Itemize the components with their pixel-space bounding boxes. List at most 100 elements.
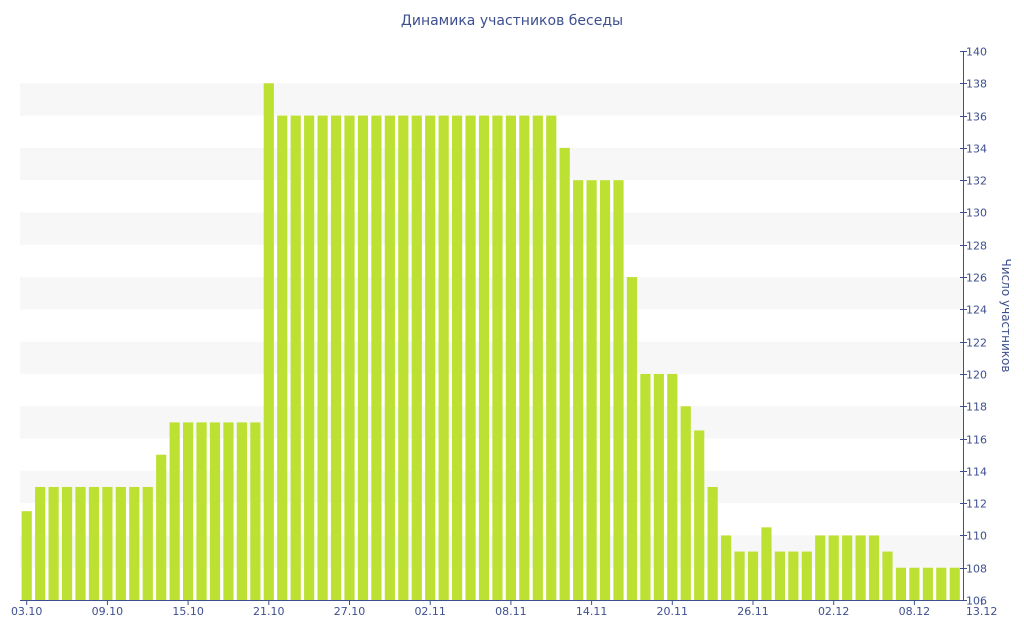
y-tick-label: 122 — [966, 337, 987, 350]
bar — [519, 115, 530, 600]
bar — [411, 115, 422, 600]
bar — [357, 115, 369, 600]
y-tick-label: 138 — [966, 78, 987, 91]
bar — [344, 115, 355, 600]
bar — [774, 551, 785, 600]
x-tick-label: 02.11 — [414, 605, 446, 618]
bar — [75, 486, 86, 600]
x-tick-label: 08.11 — [495, 605, 527, 618]
y-tick-label: 118 — [966, 401, 987, 414]
bar — [505, 115, 516, 600]
bar — [667, 373, 678, 600]
bar — [48, 486, 59, 600]
y-tick-label: 124 — [966, 304, 987, 317]
bar — [788, 551, 799, 600]
bar — [223, 422, 234, 600]
bar — [61, 486, 73, 600]
y-tick-label: 132 — [966, 175, 987, 188]
bar — [156, 454, 167, 600]
bar — [842, 535, 853, 600]
bar — [142, 486, 153, 600]
x-tick-label: 09.10 — [92, 605, 124, 618]
bar — [438, 115, 449, 600]
bar — [761, 527, 772, 600]
chart-title: Динамика участников беседы — [400, 13, 624, 29]
bar — [88, 486, 100, 600]
x-tick-label: 13.12 — [966, 605, 998, 618]
bar — [882, 551, 893, 600]
grid-band — [20, 212, 963, 245]
bar — [599, 180, 611, 600]
bar — [559, 147, 570, 600]
y-tick-label: 120 — [966, 369, 987, 382]
bar — [304, 115, 315, 600]
bar — [734, 551, 745, 600]
bar — [613, 180, 624, 600]
bar-series — [21, 83, 960, 601]
bar — [936, 567, 947, 600]
bar — [398, 115, 409, 600]
bar — [586, 180, 597, 600]
x-tick-label: 20.11 — [657, 605, 689, 618]
bar — [815, 535, 826, 600]
bar — [626, 277, 638, 600]
bar — [236, 422, 247, 600]
bar — [532, 115, 543, 600]
bar — [21, 511, 32, 600]
bar — [680, 406, 691, 600]
bar — [868, 535, 880, 600]
bar — [922, 567, 933, 600]
y-tick-label: 130 — [966, 207, 987, 220]
grid-band — [20, 277, 963, 310]
bar — [747, 551, 759, 600]
y-tick-label: 112 — [966, 498, 987, 511]
bar — [263, 83, 274, 601]
bar — [573, 180, 584, 600]
bar — [371, 115, 382, 600]
bar — [828, 535, 839, 600]
y-tick-label: 140 — [966, 46, 987, 59]
bar — [102, 486, 113, 600]
bar — [694, 430, 705, 600]
x-tick-label: 02.12 — [818, 605, 850, 618]
bar — [317, 115, 328, 600]
y-tick-label: 126 — [966, 272, 987, 285]
x-tick-label: 26.11 — [737, 605, 769, 618]
bar — [640, 373, 651, 600]
y-tick-label: 134 — [966, 143, 987, 156]
bar — [35, 486, 46, 600]
bar — [384, 115, 395, 600]
bar — [115, 486, 126, 600]
x-tick-label: 03.10 — [11, 605, 43, 618]
y-tick-label: 128 — [966, 240, 987, 253]
bar — [330, 115, 342, 600]
bar — [855, 535, 866, 600]
bar — [546, 115, 557, 600]
y-tick-label: 136 — [966, 111, 987, 124]
bar — [801, 551, 812, 600]
grid-band — [20, 406, 963, 439]
bar — [949, 567, 960, 600]
bar — [478, 115, 490, 600]
bar — [452, 115, 463, 600]
axes: 1061081101121141161181201221241261281301… — [11, 46, 1013, 619]
grid-band — [20, 83, 963, 116]
x-tick-label: 08.12 — [899, 605, 931, 618]
bar — [209, 422, 221, 600]
bar — [465, 115, 476, 600]
y-tick-label: 110 — [966, 530, 987, 543]
y-axis-title: Число участников — [999, 259, 1013, 373]
bar — [895, 567, 907, 600]
bar — [250, 422, 261, 600]
y-tick-label: 114 — [966, 466, 987, 479]
bar — [183, 422, 194, 600]
x-tick-label: 27.10 — [334, 605, 366, 618]
bar — [196, 422, 207, 600]
x-tick-label: 14.11 — [576, 605, 608, 618]
bar — [129, 486, 140, 600]
bar — [707, 486, 718, 600]
bar — [169, 422, 180, 600]
bar — [909, 567, 920, 600]
